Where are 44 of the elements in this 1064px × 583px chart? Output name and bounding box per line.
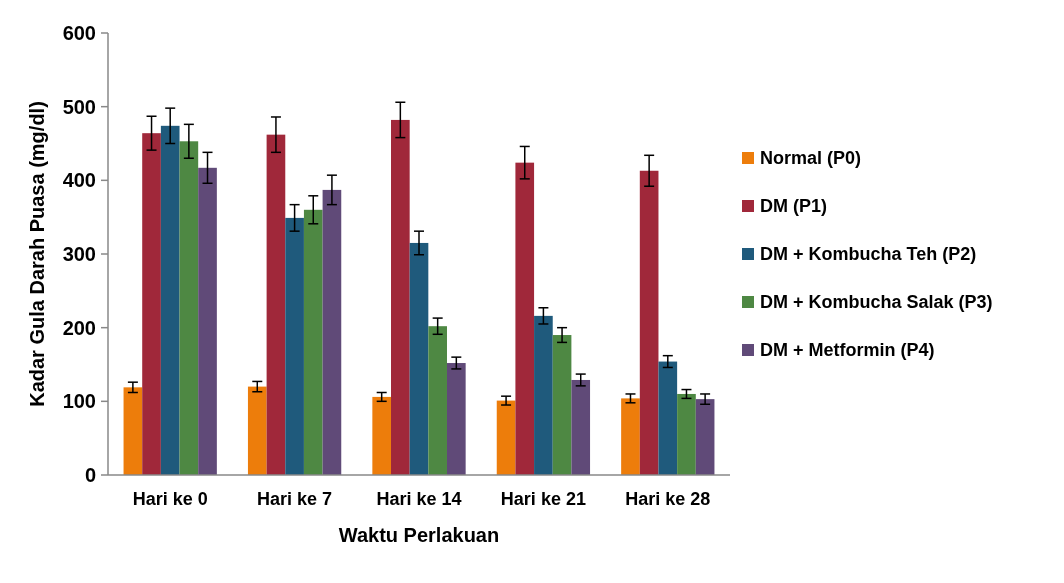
y-tick-label: 300 (62, 243, 96, 265)
y-tick-label: 500 (62, 95, 96, 118)
x-tick-label: Hari ke 28 (625, 489, 711, 509)
bar (639, 170, 659, 475)
bar (446, 363, 466, 475)
bar (179, 141, 199, 475)
x-tick-label: Hari ke 21 (500, 489, 586, 509)
y-axis-title: Kadar Gula Darah Puasa (mg/dl) (26, 101, 48, 407)
bar (198, 167, 217, 475)
legend-label: Normal (P0) (760, 148, 862, 169)
bar (123, 387, 143, 475)
bar (658, 361, 678, 475)
legend-label: DM (P1) (760, 196, 827, 217)
legend-label: DM + Metformin (P4) (760, 340, 935, 361)
bar (496, 400, 516, 475)
y-tick-label: 600 (62, 22, 96, 44)
x-tick-label: Hari ke 14 (376, 489, 462, 509)
bar (322, 189, 342, 475)
bar (515, 162, 535, 475)
legend-label: DM + Kombucha Teh (P2) (760, 244, 977, 265)
bar (534, 315, 553, 475)
y-tick-label: 0 (84, 464, 96, 486)
y-tick-label: 100 (62, 390, 96, 413)
bar (409, 242, 429, 475)
bar (303, 209, 323, 475)
bar (266, 134, 286, 475)
y-tick-label: 200 (62, 316, 96, 339)
x-axis-title: Waktu Perlakuan (338, 524, 500, 546)
bar (571, 379, 591, 475)
bar (247, 386, 267, 475)
bar (285, 217, 304, 475)
bar (695, 399, 715, 475)
bar (160, 125, 180, 475)
x-tick-label: Hari ke 0 (132, 489, 208, 509)
bar (142, 133, 161, 475)
bar (552, 335, 572, 475)
bar (428, 326, 447, 475)
bar (372, 396, 392, 475)
bar (677, 393, 696, 475)
x-tick-label: Hari ke 7 (257, 489, 333, 509)
bar (621, 398, 640, 475)
bar (391, 119, 410, 475)
legend-label: DM + Kombucha Salak (P3) (760, 292, 993, 313)
y-tick-label: 400 (62, 169, 96, 192)
